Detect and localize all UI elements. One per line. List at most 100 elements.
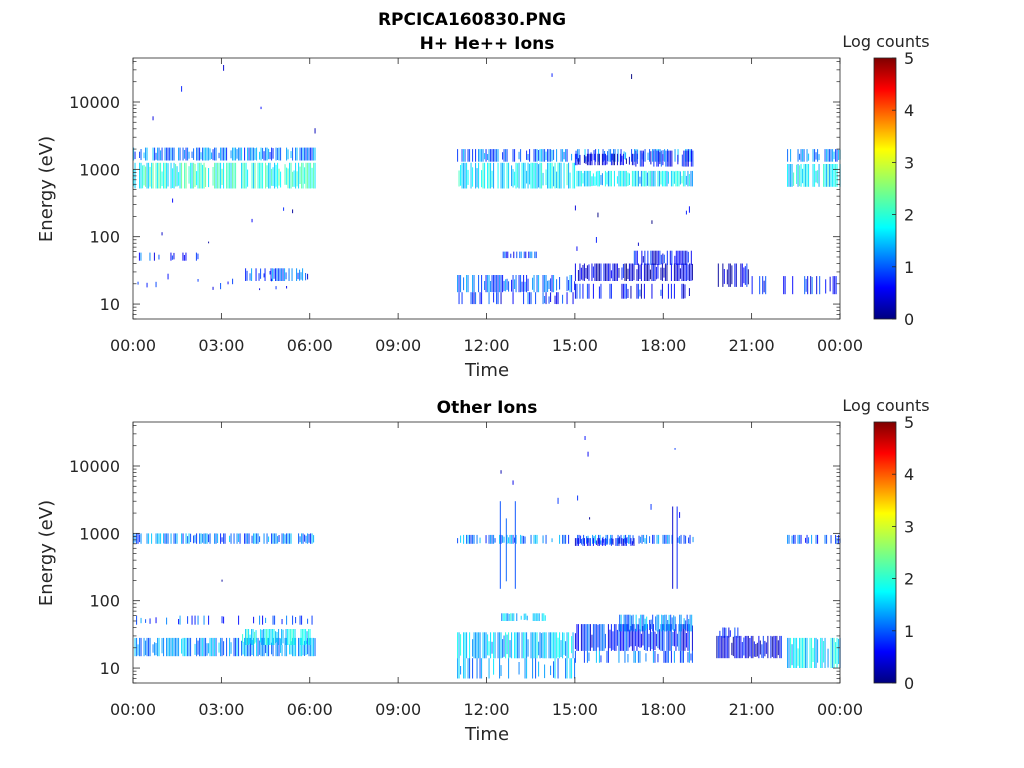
spectrogram-cell [155, 643, 157, 656]
spectrogram-cell [469, 658, 471, 679]
spectrogram-cell [485, 275, 487, 293]
spectrogram-cell [239, 147, 241, 161]
spectrogram-cell [621, 155, 623, 165]
spectrogram-cell [242, 162, 244, 189]
spectrogram-cell [666, 650, 668, 663]
spectrogram-cell [221, 637, 223, 657]
spectrogram-cell [579, 154, 581, 165]
spectrogram-cell [663, 650, 665, 663]
spectrogram-cell [687, 652, 689, 663]
spectrogram-cell [460, 165, 462, 186]
spectrogram-cell [311, 615, 313, 625]
spectrogram-cell [603, 624, 605, 651]
spectrogram-cell [476, 632, 478, 659]
spectrogram-cell [223, 65, 225, 71]
spectrogram-cell [551, 632, 553, 659]
spectrogram-cell [184, 162, 186, 189]
spectrogram-cell [232, 278, 234, 285]
spectrogram-cell [600, 175, 602, 185]
spectrogram-cell [805, 278, 807, 292]
spectrogram-cell [301, 162, 303, 189]
spectrogram-cell [639, 629, 641, 648]
spectrogram-cell [631, 74, 633, 79]
spectrogram-cell [511, 279, 513, 292]
spectrogram-cell [472, 292, 474, 305]
spectrogram-cell [616, 629, 618, 646]
spectrogram-cell [256, 637, 258, 657]
spectrogram-cell [275, 631, 277, 644]
spectrogram-cell [538, 164, 540, 188]
spectrogram-cell [571, 153, 573, 161]
spectrogram-cell [825, 279, 827, 294]
spectrogram-cell [187, 637, 189, 657]
spectrogram-cell [539, 632, 541, 659]
spectrogram-cell [214, 147, 216, 161]
spectrogram-cell [604, 170, 606, 187]
spectrogram-cell [652, 263, 654, 281]
spectrogram-cell [600, 655, 602, 663]
spectrogram-cell [542, 149, 544, 162]
spectrogram-cell [205, 147, 207, 161]
spectrogram-band [502, 251, 537, 259]
spectrogram-cell [184, 150, 186, 159]
spectrogram-cell [253, 616, 255, 624]
spectrogram-cell [682, 283, 684, 299]
spectrogram-cell [619, 153, 621, 166]
spectrogram-cell [790, 164, 792, 187]
spectrogram-cell [229, 162, 231, 189]
spectrogram-cell [278, 535, 280, 542]
spectrogram-cell [487, 275, 489, 293]
spectrogram-cell [511, 613, 513, 621]
spectrogram-cell [472, 149, 474, 162]
spectrogram-cell [254, 533, 256, 544]
spectrogram-cell [236, 637, 238, 657]
spectrogram-cell [661, 283, 663, 299]
spectrogram-cell [676, 506, 678, 589]
spectrogram-cell [735, 263, 737, 287]
colorbar-label: Log counts [842, 396, 929, 415]
spectrogram-cell [641, 250, 643, 265]
spectrogram-cell [499, 275, 501, 293]
spectrogram-cell [682, 650, 684, 663]
spectrogram-cell [681, 250, 683, 265]
spectrogram-cell [588, 624, 590, 651]
x-tick-label: 03:00 [198, 700, 244, 719]
spectrogram-cell [314, 147, 316, 161]
spectrogram-cell [583, 263, 585, 281]
spectrogram-cell [286, 533, 288, 544]
spectrogram-cell [638, 535, 640, 544]
spectrogram-cell [566, 292, 568, 305]
spectrogram-cell [616, 153, 618, 166]
spectrogram-cell [179, 147, 181, 161]
spectrogram-cell [548, 280, 550, 289]
spectrogram-cell [799, 534, 801, 544]
spectrogram-cell [500, 275, 502, 293]
spectrogram-cell [646, 624, 648, 651]
spectrogram-cell [643, 614, 645, 632]
x-tick-label: 06:00 [287, 336, 333, 355]
spectrogram-cell [269, 162, 271, 189]
spectrogram-cell [595, 540, 597, 545]
spectrogram-cell [651, 250, 653, 265]
y-tick-label: 10 [100, 659, 120, 678]
spectrogram-cell [463, 162, 465, 189]
spectrogram-cell [256, 147, 258, 161]
spectrogram-cell [662, 154, 664, 166]
spectrogram-cell [793, 534, 795, 544]
spectrogram-cell [494, 538, 496, 543]
spectrogram-cell [481, 170, 483, 188]
spectrogram-cell [749, 638, 751, 657]
spectrogram-cell [589, 153, 591, 166]
spectrogram-cell [640, 536, 642, 543]
spectrogram-cell [556, 171, 558, 189]
spectrogram-cell [656, 150, 658, 167]
spectrogram-cell [528, 251, 530, 259]
spectrogram-cell [604, 151, 606, 161]
spectrogram-cell [665, 534, 667, 544]
spectrogram-cell [271, 147, 273, 161]
spectrogram-cell [823, 641, 825, 663]
spectrogram-cell [655, 616, 657, 631]
spectrogram-cell [274, 615, 276, 625]
spectrogram-cell [597, 212, 599, 218]
spectrogram-cell [251, 535, 253, 544]
